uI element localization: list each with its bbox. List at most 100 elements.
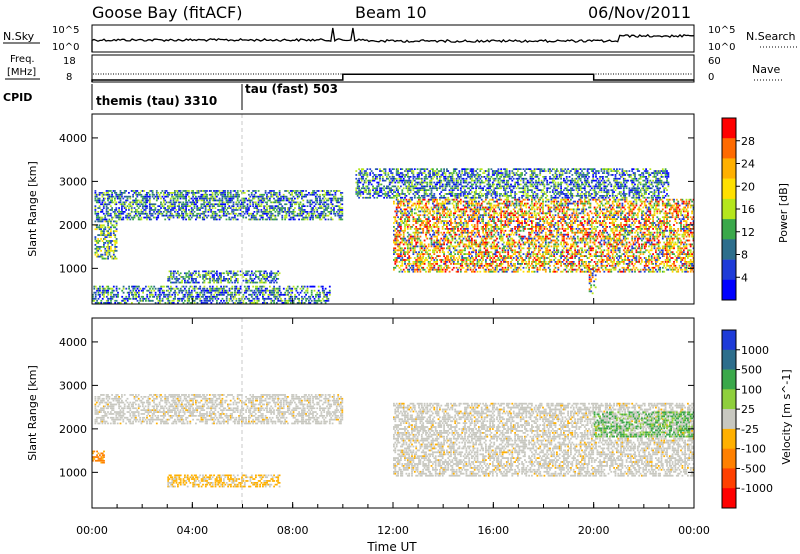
heatmap-cell [211, 297, 214, 300]
heatmap-cell [471, 243, 473, 246]
heatmap-cell [326, 199, 328, 202]
heatmap-cell [155, 190, 158, 192]
heatmap-cell [491, 259, 494, 261]
heatmap-cell [504, 257, 507, 259]
heatmap-cell [416, 245, 419, 248]
heatmap-cell [508, 243, 511, 246]
heatmap-cell [287, 209, 289, 211]
heatmap-cell [486, 263, 489, 265]
heatmap-cell [110, 299, 112, 302]
heatmap-cell [493, 229, 496, 232]
heatmap-cell [273, 281, 275, 284]
heatmap-cell [528, 231, 530, 234]
heatmap-cell [186, 272, 189, 275]
heatmap-cell [268, 190, 271, 192]
heatmap-cell [151, 205, 154, 207]
heatmap-cell [126, 299, 129, 302]
heatmap-cell [429, 198, 431, 201]
heatmap-cell [471, 200, 473, 203]
heatmap-cell [139, 192, 141, 194]
heatmap-cell [497, 245, 500, 248]
heatmap-cell [323, 299, 326, 302]
heatmap-cell [174, 197, 176, 200]
heatmap-cell [395, 212, 398, 215]
heatmap-cell [397, 226, 399, 228]
heatmap-cell [207, 270, 210, 273]
heatmap-cell [102, 197, 105, 200]
heatmap-cell [432, 214, 434, 217]
heatmap-cell [308, 295, 310, 298]
heatmap-cell [485, 245, 487, 248]
heatmap-cell [416, 214, 419, 217]
heatmap-cell [411, 268, 413, 271]
heatmap-cell [432, 210, 434, 213]
heatmap-cell [515, 229, 518, 232]
heatmap-cell [266, 218, 268, 221]
heatmap-cell [105, 246, 108, 248]
heatmap-cell [250, 192, 253, 194]
heatmap-cell [420, 247, 423, 250]
heatmap-cell [94, 236, 97, 238]
heatmap-cell [326, 209, 328, 211]
heatmap-cell [289, 190, 292, 192]
heatmap-cell [500, 233, 503, 236]
heatmap-cell [529, 235, 532, 238]
heatmap-cell [440, 222, 443, 224]
heatmap-cell [296, 302, 299, 304]
heatmap-cell [415, 259, 418, 261]
heatmap-cell [206, 299, 209, 302]
heatmap-cell [257, 287, 260, 290]
heatmap-cell [110, 302, 112, 304]
heatmap-cell [217, 278, 220, 280]
beam-title: Beam 10 [355, 3, 427, 22]
heatmap-cell [522, 204, 525, 207]
heatmap-cell [273, 272, 275, 275]
heatmap-cell [172, 201, 175, 204]
heatmap-cell [118, 218, 120, 221]
heatmap-cell [461, 233, 464, 236]
heatmap-cell [110, 220, 112, 223]
heatmap-cell [482, 229, 484, 232]
heatmap-cell [273, 278, 275, 280]
heatmap-cell [190, 216, 193, 219]
heatmap-cell [144, 193, 147, 196]
heatmap-cell [487, 255, 490, 257]
heatmap-cell [327, 214, 330, 217]
heatmap-cell [440, 231, 443, 234]
heatmap-cell [324, 293, 327, 296]
heatmap-cell [489, 264, 491, 267]
heatmap-cell [409, 235, 412, 238]
heatmap-cell [243, 297, 246, 300]
heatmap-cell [412, 253, 415, 255]
heatmap-cell [415, 241, 418, 244]
heatmap-cell [207, 291, 210, 294]
heatmap-cell [108, 251, 111, 254]
heatmap-cell [478, 261, 480, 263]
heatmap-cell [406, 243, 409, 246]
heatmap-cell [250, 295, 253, 298]
heatmap-cell [255, 285, 257, 288]
heatmap-cell [514, 270, 516, 273]
heatmap-cell [228, 218, 231, 221]
heatmap-cell [518, 222, 521, 224]
heatmap-cell [294, 203, 296, 206]
heatmap-cell [214, 295, 217, 298]
heatmap-cell [455, 239, 458, 242]
heatmap-cell [107, 226, 109, 229]
heatmap-cell [104, 238, 107, 240]
heatmap-cell [257, 203, 260, 206]
heatmap-cell [528, 237, 530, 240]
heatmap-cell [179, 190, 182, 192]
heatmap-cell [335, 211, 338, 213]
heatmap-cell [185, 207, 187, 209]
heatmap-cell [437, 222, 440, 224]
heatmap-cell [524, 198, 526, 201]
heatmap-cell [310, 192, 313, 194]
heatmap-cell [289, 302, 292, 304]
heatmap-cell [107, 230, 109, 233]
heatmap-cell [107, 192, 109, 194]
heatmap-cell [524, 243, 526, 246]
heatmap-cell [182, 278, 185, 280]
heatmap-cell [398, 261, 401, 263]
heatmap-cell [415, 222, 418, 224]
